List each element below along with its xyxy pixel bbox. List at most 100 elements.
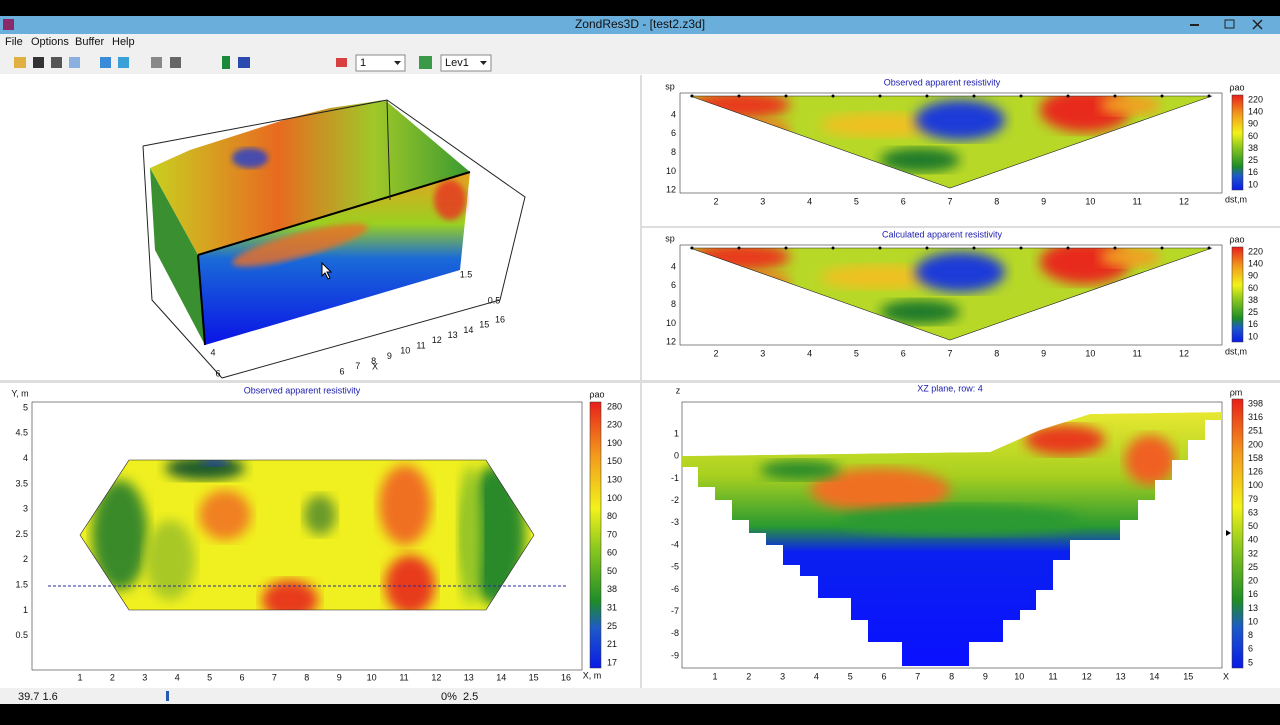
status-cursor: 39.7 1.6	[18, 691, 58, 703]
y-tick-label: 4.5	[15, 428, 28, 438]
y-tick-label: 4	[671, 109, 676, 119]
info-icon	[166, 691, 169, 701]
x-tick-label: 9	[1041, 348, 1046, 358]
y-tick-label: 8	[671, 147, 676, 157]
contour-image	[682, 412, 1222, 666]
x-tick-label: 8	[994, 348, 999, 358]
tools-icon[interactable]	[51, 57, 62, 68]
contour-blob	[1100, 96, 1160, 115]
scale-label: 38	[607, 584, 617, 594]
menu-item[interactable]: Buffer	[75, 36, 104, 48]
contour-blob	[92, 480, 148, 590]
level-select[interactable]: Lev1	[445, 57, 469, 69]
xz-title: XZ plane, row: 4	[917, 383, 983, 393]
section-title: Calculated apparent resistivity	[882, 229, 1003, 239]
close-button[interactable]	[1252, 19, 1263, 30]
chain-icon[interactable]	[238, 57, 250, 68]
save-icon[interactable]	[33, 57, 44, 68]
scale-label: 32	[1248, 548, 1258, 558]
contour-blob	[304, 495, 336, 535]
electrode	[784, 94, 788, 98]
x-tick-label: 5	[854, 348, 859, 358]
scale-label: 17	[607, 657, 617, 667]
electrode	[925, 94, 929, 98]
contour-blob	[199, 490, 251, 540]
plot-frame	[679, 244, 1223, 346]
cube-icon[interactable]	[100, 57, 111, 68]
electrode	[878, 246, 882, 250]
scale-label: 16	[1248, 589, 1258, 599]
restore-button[interactable]	[1224, 19, 1235, 29]
battery-icon[interactable]	[222, 56, 230, 69]
level-combo[interactable]	[440, 54, 492, 72]
x-tick-label: 3	[760, 196, 765, 206]
x-axis-label: X, m	[583, 670, 602, 680]
scale-label: 20	[1248, 576, 1258, 586]
scale-label: 60	[607, 548, 617, 558]
scale-pointer	[1226, 530, 1231, 536]
block-top	[150, 100, 470, 255]
x-tick-label: 5	[848, 671, 853, 681]
contour-blob	[1025, 425, 1105, 455]
page-combo[interactable]	[355, 54, 406, 72]
view-icon[interactable]	[69, 57, 80, 68]
contour-blob	[915, 100, 1005, 140]
cube-icon[interactable]	[118, 57, 129, 68]
x-tick-label: 16	[561, 672, 571, 682]
contour-blob	[145, 520, 195, 600]
3d-view	[142, 99, 526, 379]
x-tick-label: 13	[1116, 671, 1126, 681]
menu-bar: File Options Buffer Help	[5, 36, 135, 48]
scale-label: 130	[607, 475, 622, 485]
scale-label: 158	[1248, 453, 1263, 463]
scale-label: 200	[1248, 439, 1263, 449]
x-tick-label: 8	[371, 356, 376, 366]
section-title: Observed apparent resistivity	[884, 77, 1001, 87]
menu-item[interactable]: Help	[112, 36, 135, 48]
y-tick-label: -6	[671, 584, 679, 594]
scale-label: 220	[1248, 94, 1263, 104]
menu-item[interactable]: File	[5, 36, 23, 48]
level-icon[interactable]	[419, 56, 432, 69]
outline	[79, 459, 535, 611]
scale-label: 140	[1248, 259, 1263, 269]
electrode	[972, 94, 976, 98]
x-tick-label: 14	[463, 325, 473, 335]
minimize-button[interactable]	[1190, 24, 1199, 26]
y-tick-label: 4	[671, 261, 676, 271]
scale-label: 8	[1248, 630, 1253, 640]
x-tick-label: 6	[339, 366, 344, 376]
x-tick-label: 10	[1085, 196, 1095, 206]
pin-icon[interactable]	[336, 58, 347, 67]
y-tick-label: 2.5	[15, 529, 28, 539]
copy-icon[interactable]	[151, 57, 162, 68]
splitter	[642, 226, 1280, 228]
block-edge	[197, 171, 471, 346]
scale-label: 25	[1248, 155, 1258, 165]
outline	[689, 247, 1213, 341]
x-tick-label: 12	[1082, 671, 1092, 681]
scale-title: ρm	[1230, 387, 1243, 397]
menu-item[interactable]: Options	[31, 36, 69, 48]
scale-label: 80	[607, 511, 617, 521]
color-scale	[1231, 246, 1244, 343]
scale-label: 10	[1248, 331, 1258, 341]
x-tick-label: 7	[947, 196, 952, 206]
x-tick-label: 9	[337, 672, 342, 682]
x-tick-label: 14	[496, 672, 506, 682]
scale-label: 316	[1248, 412, 1263, 422]
x-tick-label: 14	[1149, 671, 1159, 681]
x-tick-label: 6	[901, 348, 906, 358]
scale-label: 50	[1248, 521, 1258, 531]
page-select[interactable]: 1	[360, 57, 366, 69]
title-bar	[0, 16, 1280, 34]
y-tick-label: -3	[671, 517, 679, 527]
scale-label: 10	[1248, 179, 1258, 189]
paste-icon[interactable]	[170, 57, 181, 68]
splitter	[0, 380, 1280, 383]
status-bar	[0, 688, 1280, 704]
y-tick-label: 10	[666, 166, 676, 176]
x-tick-label: 8	[994, 196, 999, 206]
open-icon[interactable]	[14, 57, 26, 68]
x-tick-label: 13	[448, 330, 458, 340]
